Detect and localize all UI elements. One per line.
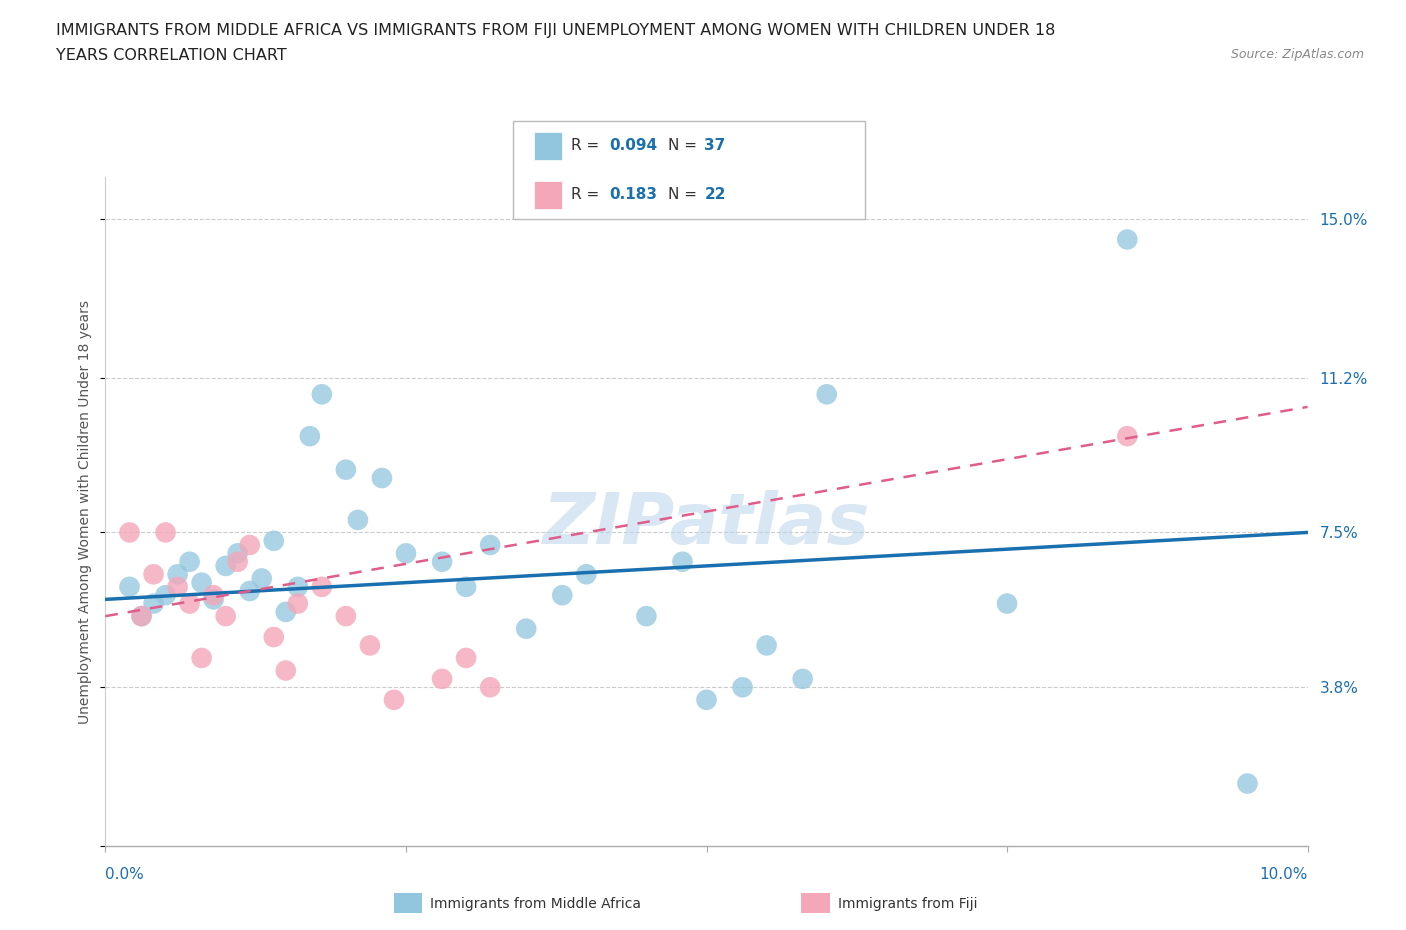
Point [287, 596, 309, 611]
Point [250, 571, 273, 586]
Point [456, 651, 478, 666]
Point [671, 554, 693, 569]
Point [311, 387, 333, 402]
Text: R =: R = [571, 187, 605, 202]
Point [239, 538, 262, 552]
Point [202, 592, 225, 607]
Point [263, 534, 285, 549]
Text: 0.094: 0.094 [609, 138, 657, 153]
Point [395, 546, 418, 561]
Point [274, 663, 297, 678]
Text: N =: N = [668, 138, 702, 153]
Point [479, 680, 502, 695]
Point [179, 596, 201, 611]
Point [287, 579, 309, 594]
Point [190, 651, 212, 666]
Point [263, 630, 285, 644]
Point [1116, 429, 1139, 444]
Point [792, 671, 814, 686]
Text: ZIPatlas: ZIPatlas [543, 490, 870, 559]
Point [575, 567, 598, 582]
Point [239, 584, 262, 599]
Point [335, 462, 357, 477]
Text: 10.0%: 10.0% [1260, 867, 1308, 882]
Text: Immigrants from Fiji: Immigrants from Fiji [838, 897, 977, 911]
Point [274, 604, 297, 619]
Point [696, 693, 718, 708]
Point [755, 638, 778, 653]
Point [142, 567, 165, 582]
Point [142, 596, 165, 611]
Text: 22: 22 [704, 187, 725, 202]
Point [155, 588, 177, 603]
Point [815, 387, 838, 402]
Text: Source: ZipAtlas.com: Source: ZipAtlas.com [1230, 48, 1364, 61]
Point [202, 588, 225, 603]
Point [1116, 232, 1139, 247]
Point [335, 609, 357, 624]
Point [359, 638, 381, 653]
Point [1236, 776, 1258, 790]
Point [118, 579, 141, 594]
Point [179, 554, 201, 569]
Point [371, 471, 394, 485]
Point [347, 512, 370, 527]
Point [382, 693, 405, 708]
Text: YEARS CORRELATION CHART: YEARS CORRELATION CHART [56, 48, 287, 63]
Text: N =: N = [668, 187, 702, 202]
Point [515, 621, 537, 636]
Point [311, 579, 333, 594]
Text: R =: R = [571, 138, 605, 153]
Point [155, 525, 177, 540]
Point [456, 579, 478, 594]
Point [298, 429, 321, 444]
Point [214, 558, 236, 573]
Text: IMMIGRANTS FROM MIDDLE AFRICA VS IMMIGRANTS FROM FIJI UNEMPLOYMENT AMONG WOMEN W: IMMIGRANTS FROM MIDDLE AFRICA VS IMMIGRA… [56, 23, 1056, 38]
Point [226, 554, 249, 569]
Point [214, 609, 236, 624]
Text: Immigrants from Middle Africa: Immigrants from Middle Africa [430, 897, 641, 911]
Point [166, 567, 188, 582]
Point [131, 609, 153, 624]
Point [118, 525, 141, 540]
Text: 37: 37 [704, 138, 725, 153]
Point [731, 680, 754, 695]
Y-axis label: Unemployment Among Women with Children Under 18 years: Unemployment Among Women with Children U… [79, 299, 93, 724]
Point [190, 575, 212, 591]
Point [551, 588, 574, 603]
Point [131, 609, 153, 624]
Point [226, 546, 249, 561]
Point [430, 554, 453, 569]
Point [995, 596, 1018, 611]
Point [166, 579, 188, 594]
Point [479, 538, 502, 552]
Point [430, 671, 453, 686]
Text: 0.183: 0.183 [609, 187, 657, 202]
Point [636, 609, 658, 624]
Text: 0.0%: 0.0% [105, 867, 145, 882]
